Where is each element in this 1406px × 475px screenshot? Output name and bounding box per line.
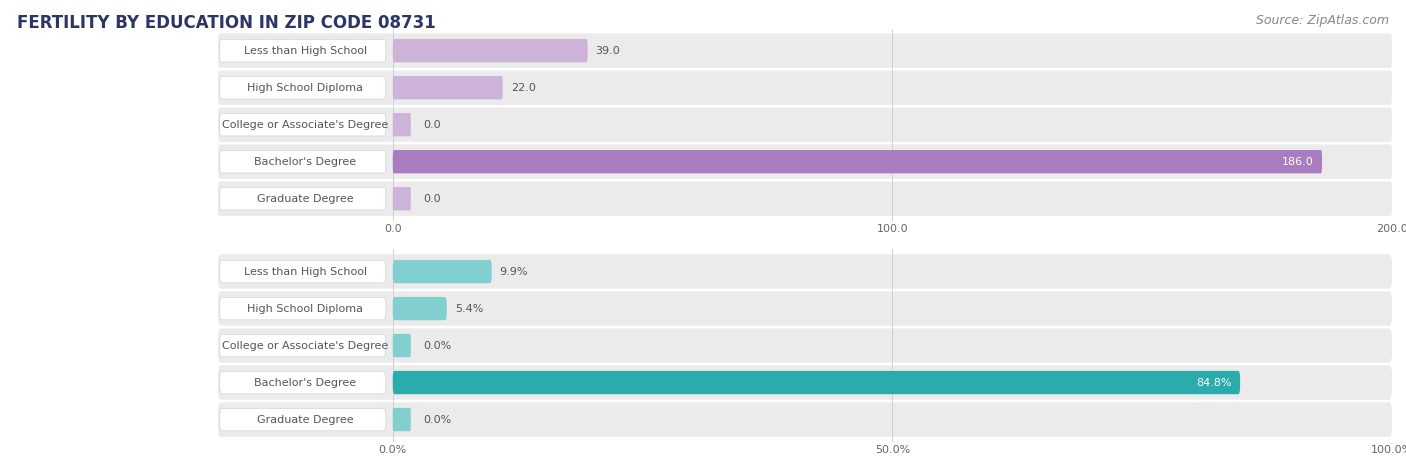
- Text: FERTILITY BY EDUCATION IN ZIP CODE 08731: FERTILITY BY EDUCATION IN ZIP CODE 08731: [17, 14, 436, 32]
- Text: College or Associate's Degree: College or Associate's Degree: [222, 120, 388, 130]
- FancyBboxPatch shape: [218, 291, 1392, 326]
- FancyBboxPatch shape: [219, 151, 385, 173]
- FancyBboxPatch shape: [219, 76, 385, 99]
- Text: High School Diploma: High School Diploma: [247, 83, 363, 93]
- FancyBboxPatch shape: [392, 39, 588, 62]
- FancyBboxPatch shape: [392, 113, 411, 136]
- Text: 186.0: 186.0: [1282, 157, 1315, 167]
- FancyBboxPatch shape: [218, 328, 1392, 363]
- FancyBboxPatch shape: [392, 408, 411, 431]
- FancyBboxPatch shape: [218, 70, 1392, 105]
- Text: Graduate Degree: Graduate Degree: [257, 415, 354, 425]
- FancyBboxPatch shape: [219, 334, 385, 357]
- FancyBboxPatch shape: [218, 107, 1392, 142]
- Text: Source: ZipAtlas.com: Source: ZipAtlas.com: [1256, 14, 1389, 27]
- Text: 0.0: 0.0: [423, 194, 440, 204]
- FancyBboxPatch shape: [218, 255, 1392, 289]
- Text: High School Diploma: High School Diploma: [247, 304, 363, 314]
- FancyBboxPatch shape: [218, 402, 1392, 437]
- FancyBboxPatch shape: [392, 260, 492, 283]
- FancyBboxPatch shape: [219, 371, 385, 394]
- FancyBboxPatch shape: [219, 260, 385, 283]
- Text: 0.0%: 0.0%: [423, 415, 451, 425]
- FancyBboxPatch shape: [392, 150, 1322, 173]
- Text: 0.0%: 0.0%: [423, 341, 451, 351]
- Text: Bachelor's Degree: Bachelor's Degree: [254, 378, 356, 388]
- FancyBboxPatch shape: [392, 371, 1240, 394]
- FancyBboxPatch shape: [392, 187, 411, 210]
- Text: Bachelor's Degree: Bachelor's Degree: [254, 157, 356, 167]
- Text: 0.0: 0.0: [423, 120, 440, 130]
- Text: 39.0: 39.0: [596, 46, 620, 56]
- Text: Graduate Degree: Graduate Degree: [257, 194, 354, 204]
- FancyBboxPatch shape: [219, 408, 385, 431]
- FancyBboxPatch shape: [392, 76, 503, 99]
- FancyBboxPatch shape: [392, 334, 411, 357]
- Text: 22.0: 22.0: [510, 83, 536, 93]
- FancyBboxPatch shape: [219, 39, 385, 62]
- Text: Less than High School: Less than High School: [243, 266, 367, 276]
- Text: College or Associate's Degree: College or Associate's Degree: [222, 341, 388, 351]
- Text: 84.8%: 84.8%: [1197, 378, 1232, 388]
- FancyBboxPatch shape: [219, 297, 385, 320]
- FancyBboxPatch shape: [218, 365, 1392, 400]
- Text: 9.9%: 9.9%: [499, 266, 529, 276]
- FancyBboxPatch shape: [218, 144, 1392, 179]
- FancyBboxPatch shape: [218, 34, 1392, 68]
- Text: 5.4%: 5.4%: [454, 304, 484, 314]
- FancyBboxPatch shape: [219, 114, 385, 136]
- FancyBboxPatch shape: [392, 297, 447, 320]
- Text: Less than High School: Less than High School: [243, 46, 367, 56]
- FancyBboxPatch shape: [219, 188, 385, 210]
- FancyBboxPatch shape: [218, 181, 1392, 216]
